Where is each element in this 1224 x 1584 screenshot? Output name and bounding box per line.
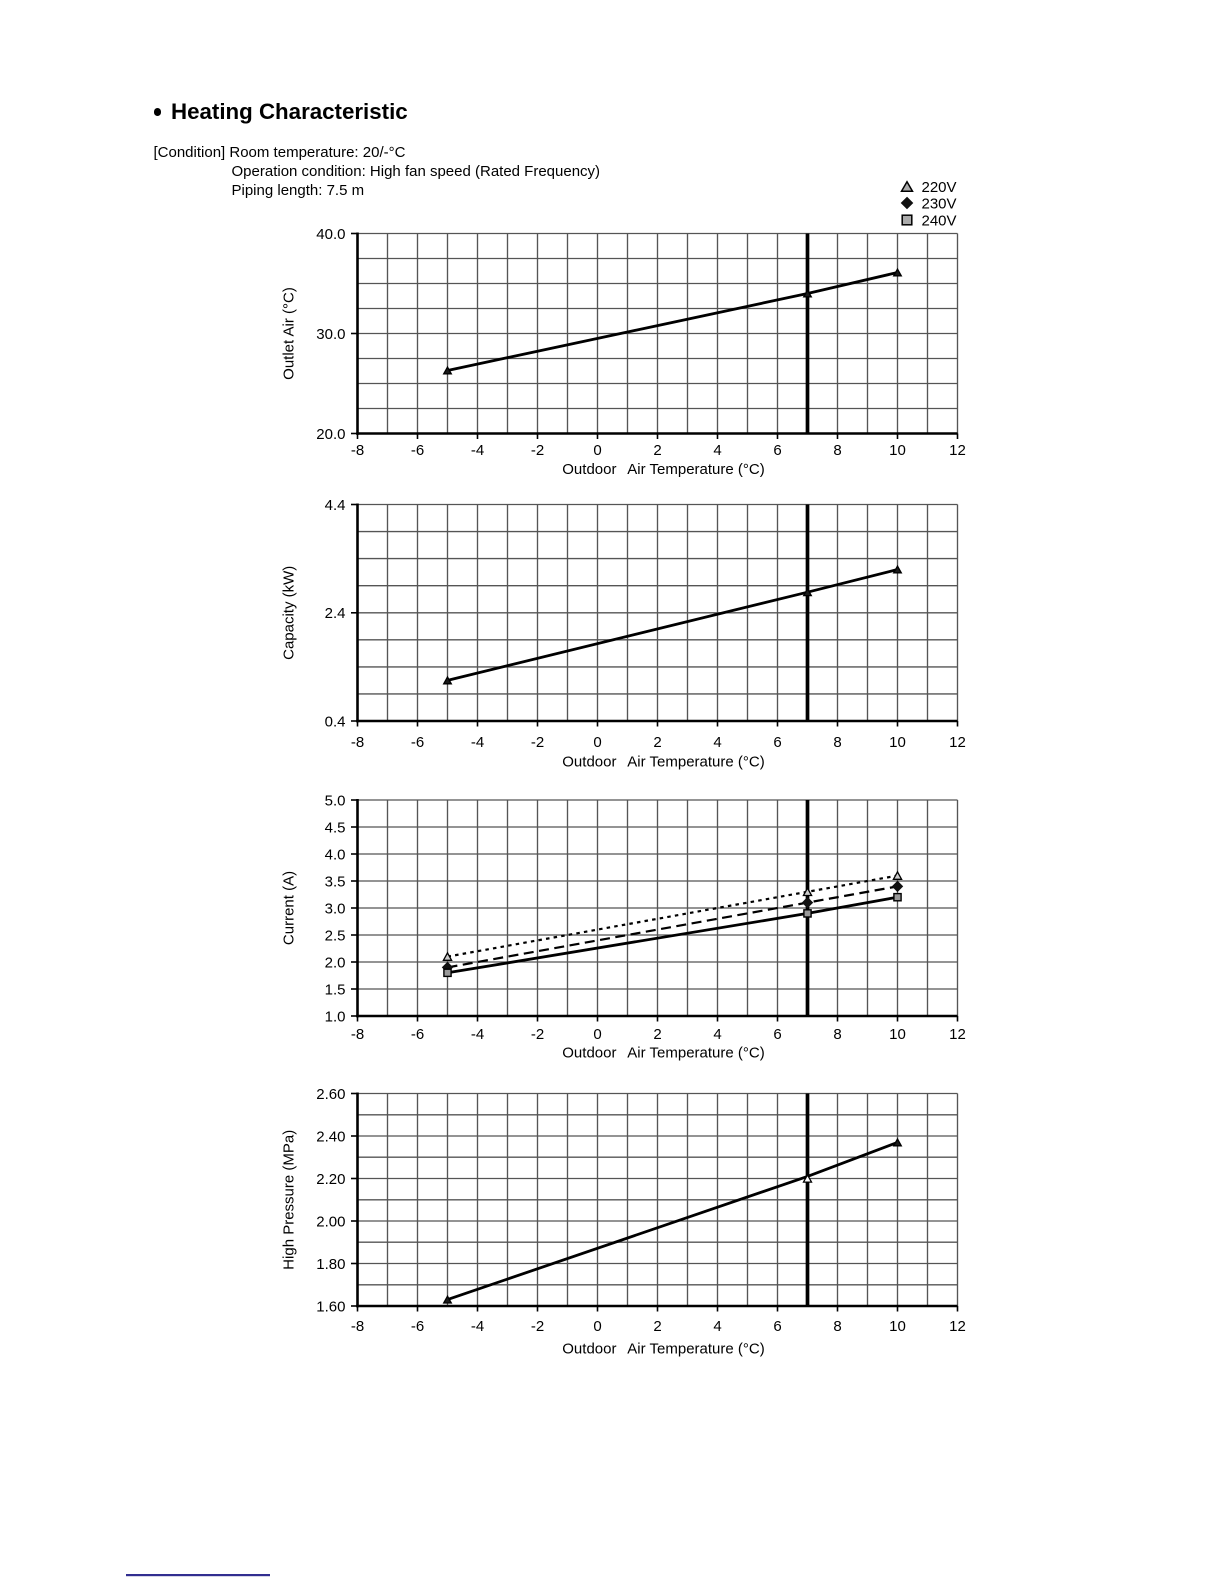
svg-text:4.5: 4.5 (325, 819, 346, 836)
svg-text:0: 0 (593, 734, 601, 751)
svg-text:2.60: 2.60 (316, 1086, 345, 1103)
svg-text:Outlet Air (°C): Outlet Air (°C) (281, 287, 298, 380)
svg-text:40.0: 40.0 (316, 226, 345, 243)
svg-text:12: 12 (949, 734, 966, 751)
svg-text:Capacity (kW): Capacity (kW) (281, 566, 298, 660)
svg-text:2.4: 2.4 (325, 605, 346, 622)
svg-text:-4: -4 (471, 734, 484, 751)
svg-text:1.5: 1.5 (325, 981, 346, 998)
svg-text:10: 10 (889, 1318, 906, 1335)
svg-text:-8: -8 (351, 442, 364, 459)
svg-text:2.0: 2.0 (325, 954, 346, 971)
svg-text:0.4: 0.4 (325, 713, 346, 730)
svg-text:-6: -6 (411, 442, 424, 459)
svg-text:0: 0 (593, 1026, 601, 1043)
svg-text:5.0: 5.0 (325, 792, 346, 809)
svg-text:2.00: 2.00 (316, 1213, 345, 1230)
svg-text:-2: -2 (531, 442, 544, 459)
svg-text:6: 6 (773, 1318, 781, 1335)
svg-text:-6: -6 (411, 734, 424, 751)
svg-text:1.0: 1.0 (325, 1008, 346, 1025)
svg-text:-2: -2 (531, 1318, 544, 1335)
svg-text:12: 12 (949, 1026, 966, 1043)
svg-text:Outdoor Air Temperature (°C): Outdoor Air Temperature (°C) (562, 1340, 764, 1357)
svg-text:-6: -6 (411, 1318, 424, 1335)
svg-text:12: 12 (949, 1318, 966, 1335)
svg-text:-6: -6 (411, 1026, 424, 1043)
svg-text:240V: 240V (922, 212, 957, 229)
svg-text:2: 2 (653, 1318, 661, 1335)
svg-text:4: 4 (713, 442, 721, 459)
svg-text:6: 6 (773, 442, 781, 459)
svg-text:-4: -4 (471, 1318, 484, 1335)
svg-text:-8: -8 (351, 1026, 364, 1043)
svg-text:4: 4 (713, 734, 721, 751)
svg-text:8: 8 (833, 1318, 841, 1335)
svg-text:2: 2 (653, 1026, 661, 1043)
svg-text:220V: 220V (922, 179, 957, 196)
svg-text:2.40: 2.40 (316, 1128, 345, 1145)
svg-text:1.60: 1.60 (316, 1298, 345, 1315)
svg-text:-8: -8 (351, 734, 364, 751)
svg-text:Outdoor Air Temperature (°C): Outdoor Air Temperature (°C) (562, 753, 764, 770)
svg-text:4: 4 (713, 1026, 721, 1043)
svg-text:2.20: 2.20 (316, 1171, 345, 1188)
svg-text:12: 12 (949, 442, 966, 459)
svg-text:4.4: 4.4 (325, 497, 346, 514)
svg-text:230V: 230V (922, 195, 957, 212)
svg-text:10: 10 (889, 734, 906, 751)
svg-text:30.0: 30.0 (316, 326, 345, 343)
svg-text:10: 10 (889, 1026, 906, 1043)
svg-text:2: 2 (653, 734, 661, 751)
svg-text:20.0: 20.0 (316, 426, 345, 443)
svg-text:-4: -4 (471, 442, 484, 459)
svg-text:3.5: 3.5 (325, 873, 346, 890)
svg-text:Outdoor Air Temperature (°C): Outdoor Air Temperature (°C) (562, 1044, 764, 1061)
svg-text:4: 4 (713, 1318, 721, 1335)
svg-text:10: 10 (889, 442, 906, 459)
svg-text:3.0: 3.0 (325, 900, 346, 917)
svg-text:4.0: 4.0 (325, 846, 346, 863)
svg-text:High Pressure (MPa): High Pressure (MPa) (281, 1130, 298, 1270)
svg-text:8: 8 (833, 734, 841, 751)
svg-text:-2: -2 (531, 1026, 544, 1043)
svg-text:6: 6 (773, 734, 781, 751)
svg-text:8: 8 (833, 1026, 841, 1043)
svg-text:0: 0 (593, 1318, 601, 1335)
svg-text:0: 0 (593, 442, 601, 459)
svg-text:-8: -8 (351, 1318, 364, 1335)
svg-text:1.80: 1.80 (316, 1256, 345, 1273)
svg-text:8: 8 (833, 442, 841, 459)
svg-text:2: 2 (653, 442, 661, 459)
svg-text:2.5: 2.5 (325, 927, 346, 944)
svg-text:6: 6 (773, 1026, 781, 1043)
svg-text:Outdoor Air Temperature (°C): Outdoor Air Temperature (°C) (562, 461, 764, 478)
svg-text:Current (A): Current (A) (281, 871, 298, 945)
svg-text:-4: -4 (471, 1026, 484, 1043)
svg-text:-2: -2 (531, 734, 544, 751)
